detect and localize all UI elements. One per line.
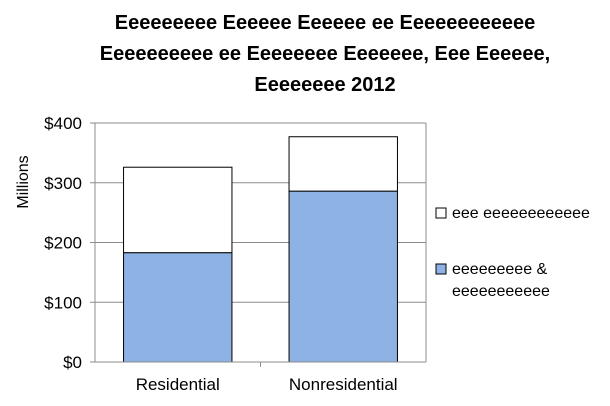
bar-nonresidential-series-0: [288, 190, 398, 363]
x-tick-label: Nonresidential: [289, 375, 398, 394]
axes: [94, 123, 427, 367]
legend-label: eeeeeeeee &: [452, 261, 548, 278]
y-tick-label: $300: [44, 174, 82, 193]
y-tick-label: $400: [44, 114, 82, 133]
bars: [123, 136, 398, 363]
x-tick-labels: Residential Nonresidential: [136, 375, 398, 394]
y-tick-label: $0: [63, 353, 82, 372]
legend-label: eee eeeeeeeeeeee: [452, 205, 590, 222]
legend-swatch: [435, 207, 447, 219]
y-tick-labels: $0 $100 $200 $300 $400: [44, 114, 82, 372]
chart-title: Eeeeeeeee Eeeeee Eeeeee ee Eeeeeeeeeeee …: [0, 8, 610, 101]
bar-residential-series-1: [123, 166, 233, 254]
chart-title-line-2: Eeeeeeeeee ee Eeeeeeee Eeeeeee, Eee Eeee…: [99, 43, 551, 65]
legend-label: eeeeeeeeeee: [452, 283, 550, 300]
bar-residential-series-0: [123, 252, 233, 363]
chart-title-line-3: Eeeeeeee 2012: [254, 74, 396, 96]
legend-swatch: [435, 263, 447, 275]
y-axis-label: Millions: [15, 155, 32, 208]
legend: eee eeeeeeeeeeee eeeeeeeee & eeeeeeeeeee: [435, 205, 590, 300]
x-tick-label: Residential: [136, 375, 220, 394]
y-tick-label: $200: [44, 234, 82, 253]
y-tick-label: $100: [44, 293, 82, 312]
chart-title-line-1: Eeeeeeeee Eeeeee Eeeeee ee Eeeeeeeeeeee: [114, 12, 536, 34]
bar-nonresidential-series-1: [288, 136, 398, 192]
